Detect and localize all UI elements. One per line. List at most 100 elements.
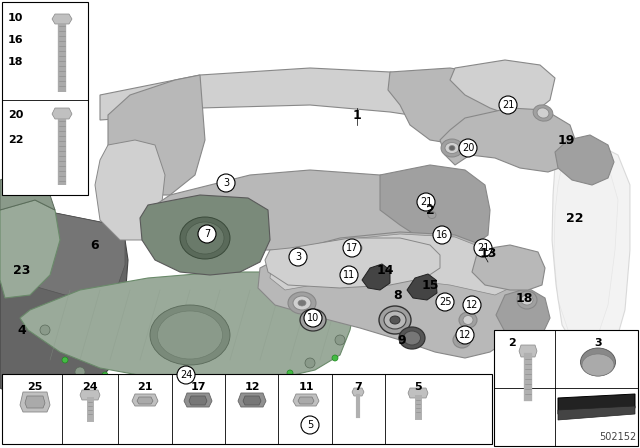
Polygon shape	[450, 60, 555, 115]
Ellipse shape	[582, 354, 614, 376]
Text: 21: 21	[502, 100, 514, 110]
Ellipse shape	[348, 242, 362, 254]
Polygon shape	[52, 14, 72, 24]
Polygon shape	[519, 345, 537, 357]
Ellipse shape	[180, 217, 230, 259]
Polygon shape	[132, 394, 158, 406]
Ellipse shape	[293, 296, 311, 310]
Text: 6: 6	[91, 238, 99, 251]
Polygon shape	[0, 210, 125, 295]
Text: 7: 7	[204, 229, 210, 239]
Text: 14: 14	[376, 263, 394, 276]
Ellipse shape	[379, 306, 411, 334]
Polygon shape	[258, 232, 520, 358]
Polygon shape	[184, 393, 212, 407]
Polygon shape	[407, 274, 437, 300]
Circle shape	[459, 139, 477, 157]
Circle shape	[75, 367, 85, 377]
Bar	[494, 330, 638, 446]
Ellipse shape	[436, 229, 450, 241]
Polygon shape	[0, 210, 128, 400]
Circle shape	[287, 370, 293, 376]
Ellipse shape	[441, 139, 463, 157]
Ellipse shape	[442, 299, 449, 305]
Text: 10: 10	[307, 313, 319, 323]
Text: 21: 21	[420, 197, 432, 207]
Circle shape	[40, 325, 50, 335]
Ellipse shape	[517, 291, 537, 309]
Circle shape	[332, 355, 338, 361]
Polygon shape	[52, 108, 72, 119]
Text: 2: 2	[426, 203, 435, 216]
Text: 24: 24	[82, 382, 98, 392]
Ellipse shape	[186, 222, 224, 254]
Circle shape	[463, 296, 481, 314]
Text: 25: 25	[28, 382, 43, 392]
Circle shape	[217, 174, 235, 192]
Ellipse shape	[457, 336, 467, 345]
Text: 11: 11	[343, 270, 355, 280]
Text: 10: 10	[8, 13, 24, 23]
Text: 15: 15	[421, 279, 439, 292]
Polygon shape	[148, 170, 440, 250]
Ellipse shape	[305, 314, 321, 327]
Polygon shape	[558, 394, 635, 414]
Text: 19: 19	[557, 134, 575, 146]
Ellipse shape	[445, 142, 459, 154]
Circle shape	[289, 248, 307, 266]
Text: 18: 18	[8, 57, 24, 67]
Polygon shape	[100, 68, 435, 120]
Polygon shape	[20, 392, 50, 412]
Text: 502152: 502152	[599, 432, 636, 442]
Polygon shape	[440, 108, 578, 172]
Ellipse shape	[157, 311, 223, 359]
Text: 8: 8	[394, 289, 403, 302]
Polygon shape	[298, 397, 314, 404]
Circle shape	[417, 193, 435, 211]
Text: 20: 20	[462, 143, 474, 153]
Text: 11: 11	[298, 382, 314, 392]
Text: 12: 12	[466, 300, 478, 310]
Text: 4: 4	[18, 323, 26, 336]
Text: 1: 1	[353, 108, 362, 121]
Text: 12: 12	[459, 330, 471, 340]
Text: 20: 20	[8, 110, 24, 120]
Polygon shape	[558, 406, 635, 420]
Polygon shape	[408, 388, 428, 398]
Text: 16: 16	[8, 35, 24, 45]
Polygon shape	[140, 195, 270, 275]
Circle shape	[433, 226, 451, 244]
Text: 21: 21	[137, 382, 153, 392]
Text: 7: 7	[354, 382, 362, 392]
Polygon shape	[472, 245, 545, 290]
Text: 2: 2	[508, 338, 516, 348]
Circle shape	[198, 225, 216, 243]
Ellipse shape	[459, 312, 477, 328]
Ellipse shape	[384, 311, 406, 329]
Circle shape	[301, 416, 319, 434]
Polygon shape	[554, 158, 618, 345]
Text: 16: 16	[436, 230, 448, 240]
Polygon shape	[496, 288, 550, 342]
Ellipse shape	[537, 108, 549, 118]
Text: 13: 13	[479, 246, 497, 259]
Circle shape	[499, 96, 517, 114]
Circle shape	[474, 239, 492, 257]
Polygon shape	[108, 75, 205, 195]
Polygon shape	[95, 140, 165, 240]
Ellipse shape	[288, 292, 316, 314]
Text: 22: 22	[566, 211, 584, 224]
Ellipse shape	[533, 105, 553, 121]
Text: 5: 5	[307, 420, 313, 430]
Ellipse shape	[453, 332, 471, 348]
Polygon shape	[270, 234, 510, 295]
Polygon shape	[25, 396, 45, 408]
Circle shape	[177, 366, 195, 384]
Ellipse shape	[463, 315, 473, 324]
Circle shape	[335, 335, 345, 345]
Circle shape	[157, 377, 163, 383]
Text: 5: 5	[414, 382, 422, 392]
Polygon shape	[380, 165, 490, 250]
Text: 18: 18	[515, 292, 532, 305]
Text: 24: 24	[180, 370, 192, 380]
